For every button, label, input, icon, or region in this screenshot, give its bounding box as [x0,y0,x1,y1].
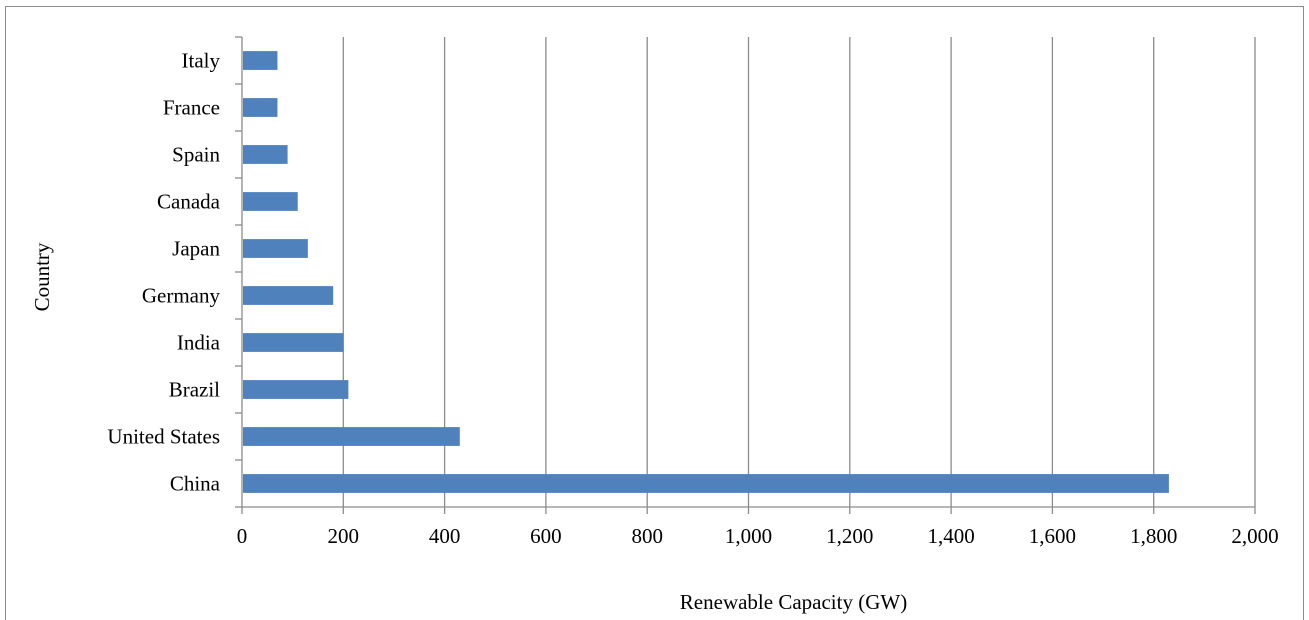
x-tick-label: 800 [631,524,663,548]
bar-india [243,333,344,352]
chart-frame [5,6,1304,620]
bars [243,51,1169,493]
x-tick-label: 1,000 [725,524,772,548]
bar-italy [243,51,278,70]
y-tick-label: Canada [157,190,221,214]
y-tick-label: India [177,331,221,355]
bar-china [243,474,1169,493]
bar-france [243,98,278,117]
x-axis-title: Renewable Capacity (GW) [680,590,907,614]
x-tick-label: 200 [328,524,360,548]
bar-brazil [243,380,349,399]
gridlines [342,37,1256,507]
bar-spain [243,145,288,164]
labels: 0 200 400 600 800 1,000 1,200 1,400 1,600 1,800 2,… [107,49,1278,549]
bar-japan [243,239,308,258]
y-tick-label: Japan [172,237,220,261]
y-axis-title: Country [30,242,54,311]
bar-canada [243,192,298,211]
y-tick-label: United States [107,425,220,449]
x-tick-label: 1,200 [826,524,873,548]
y-tick-label: Italy [182,49,221,73]
y-tick-label: France [163,96,220,120]
y-tick-label: China [170,472,221,496]
y-tick-label: Brazil [169,378,220,402]
axes [235,36,1256,514]
x-tick-label: 1,400 [927,524,974,548]
bar-germany [243,286,334,305]
x-tick-label: 2,000 [1231,524,1278,548]
y-tick-label: Germany [142,284,221,308]
x-tick-label: 0 [237,524,248,548]
x-tick-label: 1,800 [1130,524,1177,548]
x-tick-label: 1,600 [1029,524,1076,548]
x-tick-label: 600 [530,524,562,548]
bar-united-states [243,427,460,446]
x-tick-label: 400 [429,524,461,548]
y-tick-label: Spain [172,143,220,167]
